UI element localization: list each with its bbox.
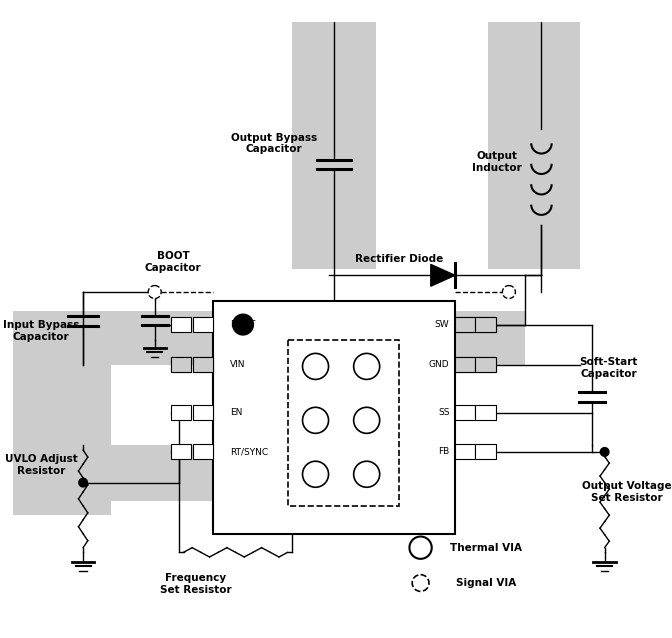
Bar <box>455 357 475 372</box>
Text: EN: EN <box>230 408 243 417</box>
Circle shape <box>302 461 329 487</box>
Bar <box>213 301 455 534</box>
Bar <box>475 445 496 459</box>
Circle shape <box>353 461 380 487</box>
Bar <box>455 406 475 420</box>
Circle shape <box>503 286 515 299</box>
Bar <box>288 341 399 506</box>
Bar <box>475 357 496 372</box>
Text: RT/SYNC: RT/SYNC <box>230 447 268 456</box>
Bar <box>13 311 111 515</box>
Bar <box>171 406 191 420</box>
Bar <box>193 317 213 332</box>
Bar <box>171 357 191 372</box>
Circle shape <box>149 286 161 299</box>
Circle shape <box>79 478 87 487</box>
Circle shape <box>233 315 253 335</box>
Circle shape <box>353 353 380 380</box>
Bar <box>455 317 475 332</box>
Bar <box>455 317 475 332</box>
Circle shape <box>302 353 329 380</box>
Bar <box>171 317 191 332</box>
Bar <box>193 445 213 459</box>
Bar <box>292 22 376 269</box>
Bar <box>193 357 213 372</box>
Bar <box>193 406 213 420</box>
Text: GND: GND <box>429 360 450 369</box>
Text: SW: SW <box>435 320 450 329</box>
Bar <box>292 311 450 529</box>
Bar <box>193 357 213 372</box>
Text: Output Voltage
Set Resistor: Output Voltage Set Resistor <box>582 481 672 503</box>
Text: Input Bypass
Capacitor: Input Bypass Capacitor <box>3 320 79 342</box>
Text: BOOT: BOOT <box>230 320 255 329</box>
Bar <box>455 357 475 372</box>
Text: UVLO Adjust
Resistor: UVLO Adjust Resistor <box>5 454 78 476</box>
Text: SS: SS <box>438 408 450 417</box>
Bar <box>475 317 496 332</box>
Text: Output Bypass
Capacitor: Output Bypass Capacitor <box>230 133 317 154</box>
Bar <box>475 406 496 420</box>
Text: Thermal VIA: Thermal VIA <box>450 543 521 553</box>
Text: Output
Inductor: Output Inductor <box>472 151 521 173</box>
Text: BOOT
Capacitor: BOOT Capacitor <box>145 251 202 273</box>
Bar <box>171 445 191 459</box>
Bar <box>475 317 496 332</box>
Bar <box>13 311 483 364</box>
Bar <box>455 445 475 459</box>
Bar <box>13 445 431 501</box>
Circle shape <box>412 575 429 591</box>
Text: VIN: VIN <box>230 360 245 369</box>
Text: Signal VIA: Signal VIA <box>456 578 516 588</box>
Text: FB: FB <box>438 447 450 456</box>
Circle shape <box>601 448 609 456</box>
Bar <box>450 311 525 364</box>
Text: Rectifier Diode: Rectifier Diode <box>355 253 444 263</box>
Circle shape <box>302 407 329 433</box>
Polygon shape <box>431 264 455 286</box>
Circle shape <box>409 537 431 559</box>
Text: Soft-Start
Capacitor: Soft-Start Capacitor <box>579 357 638 379</box>
Circle shape <box>353 407 380 433</box>
Bar <box>475 357 496 372</box>
Bar <box>171 357 191 372</box>
Text: Frequency
Set Resistor: Frequency Set Resistor <box>160 573 231 595</box>
Bar <box>487 22 581 269</box>
